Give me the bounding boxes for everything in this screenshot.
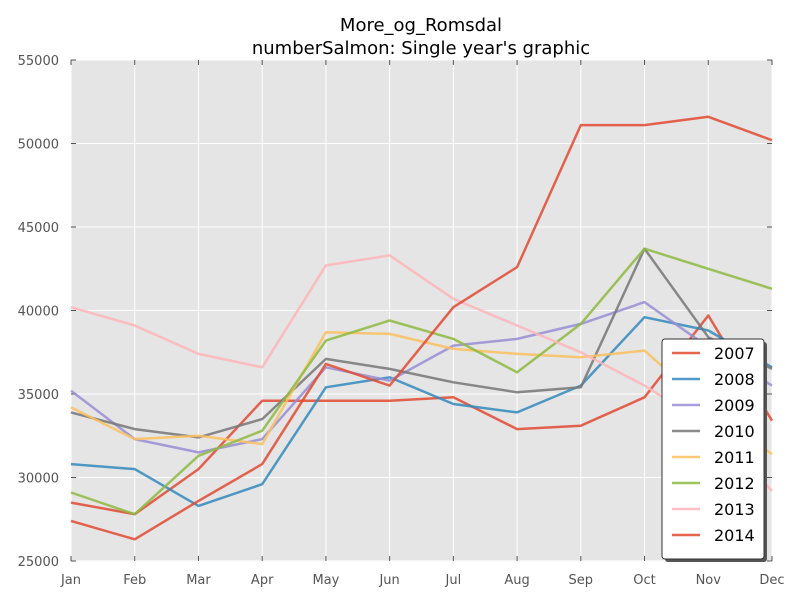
series-line-2007: [70, 314, 774, 516]
y-tick-label: 35000: [18, 388, 59, 403]
x-tick-label: Oct: [633, 573, 655, 588]
legend-label: 2007: [714, 344, 755, 363]
y-tick-label: 40000: [18, 305, 59, 320]
x-tick-label: Jan: [60, 573, 81, 588]
y-tick-label: 45000: [18, 221, 59, 236]
legend-label: 2011: [714, 448, 755, 467]
chart-title-line2: numberSalmon: Single year's graphic: [252, 38, 590, 59]
series-lines: [70, 115, 774, 541]
y-tick-label: 25000: [18, 555, 59, 570]
series-line-2009: [70, 300, 773, 454]
series-line-2012: [70, 247, 773, 516]
y-tick-label: 30000: [18, 472, 59, 487]
x-tick-label: May: [312, 573, 339, 588]
series-line-2013: [70, 254, 773, 492]
x-tick-label: Nov: [696, 573, 722, 588]
x-tick-label: Dec: [759, 573, 784, 588]
x-tick-label: Jun: [378, 573, 399, 588]
x-tick-label: Apr: [251, 573, 274, 588]
series-line-2008: [70, 315, 773, 508]
legend-label: 2014: [714, 526, 755, 545]
legend-label: 2012: [714, 474, 755, 493]
legend-label: 2010: [714, 422, 755, 441]
x-tick-label: Jul: [445, 573, 462, 588]
x-tick-label: Sep: [569, 573, 594, 588]
x-tick-label: Feb: [123, 573, 146, 588]
series-line-2011: [70, 330, 773, 456]
series-line-2014: [70, 115, 773, 541]
legend: 2007 2008 2009 2010 2011 2012 2013 2014: [661, 338, 767, 562]
legend-label: 2009: [714, 396, 755, 415]
chart-title-line1: More_og_Romsdal: [340, 15, 502, 36]
y-tick-label: 50000: [18, 138, 59, 153]
y-tick-label: 55000: [18, 54, 59, 69]
legend-label: 2008: [714, 370, 755, 389]
legend-box: [661, 338, 765, 560]
x-tick-label: Aug: [504, 573, 529, 588]
x-axis-ticks: Jan Feb Mar Apr May Jun Jul Aug Sep Oct Nov Dec: [60, 60, 785, 588]
y-axis-ticks: 25000 30000 35000 40000 45000 50000 55000: [18, 54, 772, 570]
x-tick-label: Mar: [186, 573, 211, 588]
legend-label: 2013: [714, 500, 755, 519]
